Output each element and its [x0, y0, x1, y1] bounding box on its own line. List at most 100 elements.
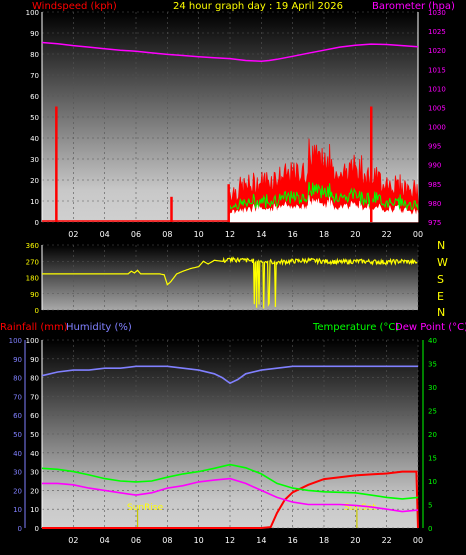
wind-x-tick-3: 08	[162, 230, 172, 239]
temp-y-tick-3: 15	[428, 455, 437, 463]
temp-x-tick-10: 22	[382, 536, 392, 545]
temp-y-tick-7: 35	[428, 361, 437, 369]
baro-y-tick-2: 985	[428, 181, 441, 189]
temp-x-tick-9: 20	[350, 536, 360, 545]
baro-y-tick-7: 1010	[428, 85, 446, 93]
temp-y-tick-5: 25	[428, 408, 437, 416]
wind-y-tick-6: 60	[30, 93, 39, 101]
temp-x-tick-8: 18	[319, 536, 329, 545]
rainfall-line	[42, 470, 419, 529]
rain-y-tick-8: 80	[30, 375, 39, 383]
baro-y-tick-8: 1015	[428, 66, 446, 74]
hum-y-tick-6: 60	[13, 412, 22, 420]
hum-y-tick-4: 40	[13, 450, 22, 458]
dir-w: W	[437, 256, 448, 269]
direction-line	[42, 256, 418, 309]
hum-y-tick-8: 80	[13, 375, 22, 383]
wind-x-tick-1: 04	[100, 230, 110, 239]
dewpoint-label: Dew Point (°C)	[395, 322, 466, 333]
rain-y-tick-5: 50	[30, 431, 39, 439]
wind-y-tick-9: 90	[30, 30, 39, 38]
wind-x-tick-9: 20	[350, 230, 360, 239]
hum-y-tick-5: 50	[13, 431, 22, 439]
temp-x-tick-3: 08	[162, 536, 172, 545]
wind-x-tick-4: 10	[194, 230, 204, 239]
wind-y-tick-2: 20	[30, 177, 39, 185]
baro-y-tick-1: 980	[428, 200, 441, 208]
temp-y-tick-2: 10	[428, 478, 437, 486]
temp-y-tick-4: 20	[428, 431, 437, 439]
dir-y-tick-3: 270	[26, 258, 39, 266]
temp-x-tick-7: 16	[288, 536, 298, 545]
wind-spike-0	[55, 106, 58, 222]
baro-y-tick-4: 995	[428, 143, 441, 151]
barometer-line	[41, 41, 419, 63]
humidity-line	[41, 365, 418, 385]
temp-x-tick-11: 00	[413, 536, 423, 545]
hum-y-tick-2: 20	[13, 487, 22, 495]
wind-y-tick-3: 30	[30, 156, 39, 164]
rain-y-tick-9: 90	[30, 356, 39, 364]
wind-spike-1	[170, 196, 173, 222]
baro-y-tick-10: 1025	[428, 28, 446, 36]
temp-y-tick-8: 40	[428, 337, 437, 345]
dir-n-bottom: N	[437, 306, 445, 319]
baro-y-tick-9: 1020	[428, 47, 446, 55]
wind-x-tick-6: 14	[256, 230, 266, 239]
temperature-label: Temperature (°C)	[312, 322, 399, 333]
hum-y-tick-0: 0	[18, 525, 22, 533]
wind-y-tick-10: 100	[26, 9, 39, 17]
dir-y-tick-0: 0	[35, 307, 39, 315]
barometer-label: Barometer (hpa)	[372, 1, 455, 12]
dir-y-tick-1: 90	[30, 291, 39, 299]
rain-y-tick-10: 100	[26, 337, 39, 345]
temp-y-tick-6: 30	[428, 384, 437, 392]
wind-x-tick-2: 06	[131, 230, 141, 239]
baro-y-tick-3: 990	[428, 162, 441, 170]
hum-y-tick-3: 30	[13, 469, 22, 477]
dir-s: S	[437, 273, 444, 286]
wind-y-tick-5: 50	[30, 114, 39, 122]
rain-y-tick-2: 20	[30, 487, 39, 495]
baro-y-tick-0: 975	[428, 219, 441, 227]
wind-y-tick-8: 80	[30, 51, 39, 59]
temp-x-tick-6: 14	[256, 536, 266, 545]
wind-y-tick-0: 0	[35, 219, 39, 227]
wind-x-tick-11: 00	[413, 230, 423, 239]
windspeed-label: Windspeed (kph)	[32, 1, 117, 12]
dir-e: E	[437, 290, 444, 303]
wind-x-tick-5: 12	[225, 230, 235, 239]
rain-y-tick-6: 60	[30, 412, 39, 420]
temp-x-tick-2: 06	[131, 536, 141, 545]
rain-y-tick-0: 0	[35, 525, 39, 533]
humidity-label: Humidity (%)	[66, 322, 132, 333]
temp-x-tick-1: 04	[100, 536, 110, 545]
temp-y-tick-1: 5	[428, 502, 432, 510]
dir-y-tick-4: 360	[26, 242, 39, 250]
baro-y-tick-6: 1005	[428, 104, 446, 112]
wind-x-tick-0: 02	[68, 230, 78, 239]
wind-x-tick-8: 18	[319, 230, 329, 239]
temp-x-tick-5: 12	[225, 536, 235, 545]
wind-spike-2	[227, 184, 230, 222]
dir-n-top: N	[437, 239, 445, 252]
sunrise-label: SunRise	[127, 503, 164, 513]
sunset-label: SunSet	[344, 503, 376, 513]
rain-y-tick-4: 40	[30, 450, 39, 458]
baro-y-tick-5: 1000	[428, 124, 446, 132]
temp-y-tick-0: 0	[428, 525, 432, 533]
hum-y-tick-10: 100	[9, 337, 22, 345]
rain-y-tick-1: 10	[30, 506, 39, 514]
wind-y-tick-1: 10	[30, 198, 39, 206]
hum-y-tick-9: 90	[13, 356, 22, 364]
wind-spike-3	[370, 106, 373, 222]
hum-y-tick-1: 10	[13, 506, 22, 514]
rainfall-label: Rainfall (mm)	[0, 322, 68, 333]
baro-y-tick-11: 1030	[428, 9, 446, 17]
dir-y-tick-2: 180	[26, 275, 39, 283]
dew-point-line	[42, 477, 419, 513]
wind-y-tick-7: 70	[30, 72, 39, 80]
wind-y-tick-4: 40	[30, 135, 39, 143]
rain-y-tick-7: 70	[30, 393, 39, 401]
